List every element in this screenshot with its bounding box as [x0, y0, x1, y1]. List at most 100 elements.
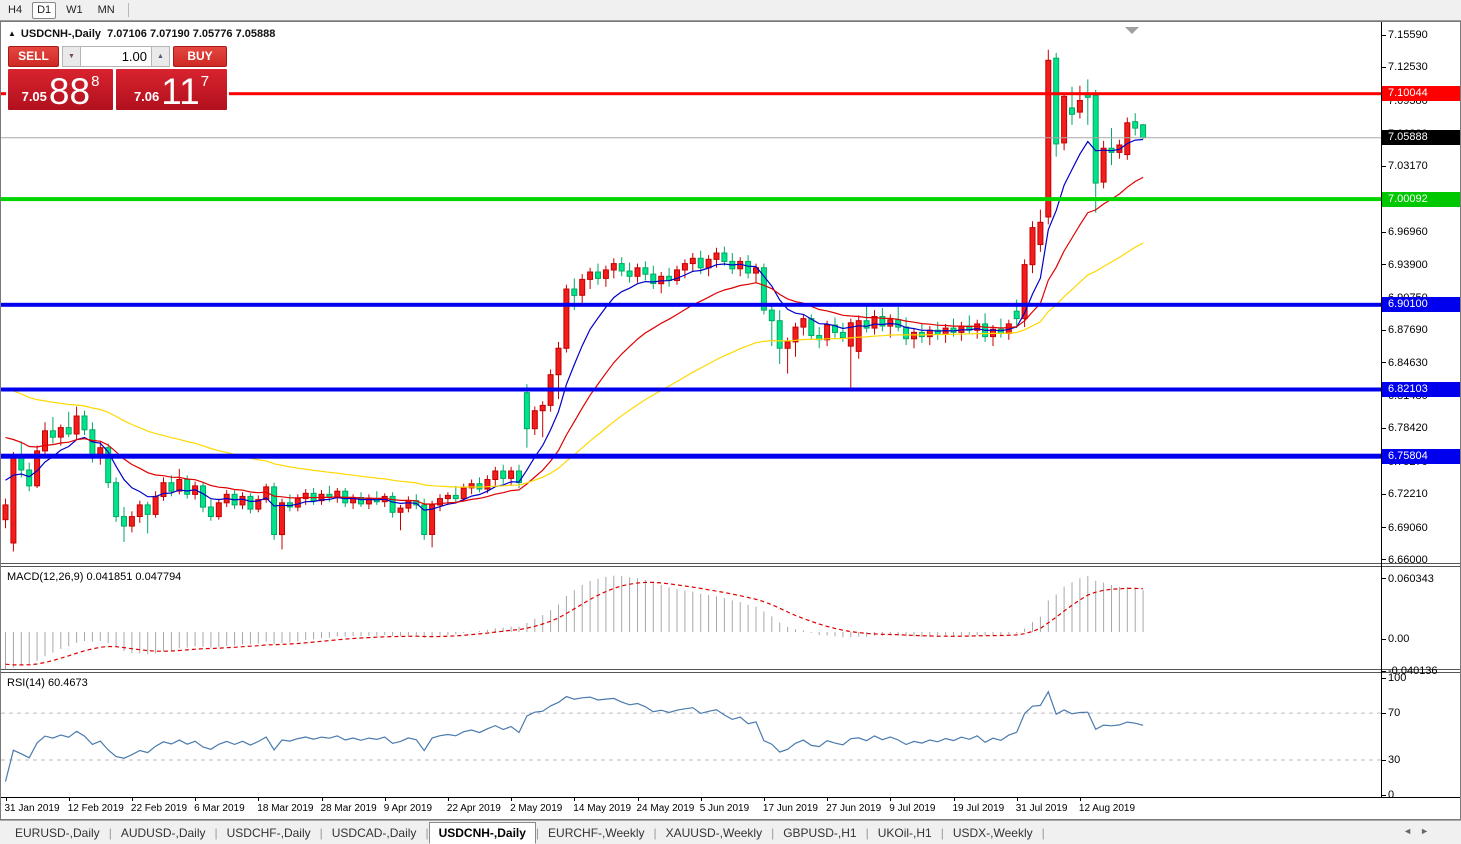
tab-gbpusd-h1[interactable]: GBPUSD-,H1 — [783, 826, 857, 840]
macd-tick-mark — [1382, 638, 1386, 640]
macd-indicator-label: MACD(12,26,9) 0.041851 0.047794 — [7, 571, 182, 583]
time-tick-mark — [447, 798, 449, 801]
timeframe-button-w1[interactable]: W1 — [61, 2, 88, 19]
volume-decrease-icon[interactable]: ▼ — [62, 46, 81, 67]
tab-scroll-right-icon[interactable]: ► — [1420, 826, 1437, 836]
price-tick-label: 6.87690 — [1388, 324, 1428, 337]
price-tick-mark — [1382, 427, 1386, 429]
time-axis-border — [1, 797, 1460, 798]
tab-separator: | — [653, 826, 657, 840]
time-tick-mark — [131, 798, 133, 801]
price-pane-canvas[interactable] — [1, 24, 1381, 563]
time-tick-mark — [953, 798, 955, 801]
sell-button[interactable]: SELL — [8, 46, 59, 67]
time-tick-mark — [1079, 798, 1081, 801]
price-tick-label: 7.03170 — [1388, 160, 1428, 173]
tab-separator: | — [425, 826, 429, 840]
rsi-indicator-label: RSI(14) 60.4673 — [7, 677, 88, 689]
date-label: 24 May 2019 — [636, 803, 695, 814]
tab-ukoil-h1[interactable]: UKOil-,H1 — [877, 826, 932, 840]
price-line-badge: 6.75804 — [1382, 448, 1460, 464]
volume-increase-icon[interactable]: ▲ — [151, 46, 170, 67]
time-tick-mark — [763, 798, 765, 801]
volume-input[interactable] — [81, 46, 151, 67]
date-label: 9 Apr 2019 — [383, 803, 433, 814]
date-label: 27 Jun 2019 — [826, 803, 882, 814]
rsi-tick-label: 100 — [1388, 672, 1407, 684]
pane-splitter-macd[interactable] — [1, 563, 1460, 567]
time-tick-mark — [511, 798, 513, 801]
date-label: 12 Feb 2019 — [67, 803, 124, 814]
date-label: 31 Jul 2019 — [1015, 803, 1068, 814]
tab-separator: | — [214, 826, 218, 840]
pane-splitter-rsi[interactable] — [1, 669, 1460, 673]
tab-eurusd-daily[interactable]: EURUSD-,Daily — [15, 826, 100, 840]
price-tick-mark — [1382, 34, 1386, 36]
rsi-pane-canvas — [1, 690, 1381, 782]
time-tick-mark — [5, 798, 7, 801]
time-tick-mark — [384, 798, 386, 801]
tab-usdcad-daily[interactable]: USDCAD-,Daily — [331, 826, 417, 840]
date-label: 14 May 2019 — [573, 803, 632, 814]
timeframe-button-h4[interactable]: H4 — [3, 2, 28, 19]
tab-audusd-daily[interactable]: AUDUSD-,Daily — [120, 826, 206, 840]
rsi-tick-label: 0 — [1388, 789, 1395, 801]
macd-pane-canvas — [5, 575, 1144, 669]
price-tick-label: 7.12530 — [1388, 61, 1428, 74]
price-tick-label: 6.93900 — [1388, 258, 1428, 271]
time-tick-mark — [321, 798, 323, 801]
tab-scroll-left-icon[interactable]: ◄ — [1403, 826, 1421, 836]
tab-separator: | — [1041, 826, 1045, 840]
price-tick-label: 6.72210 — [1388, 488, 1428, 501]
macd-tick-label: -0.040136 — [1388, 665, 1438, 677]
date-label: 6 Mar 2019 — [194, 803, 245, 814]
timeframe-button-d1[interactable]: D1 — [32, 2, 57, 19]
date-label: 2 May 2019 — [510, 803, 563, 814]
time-tick-mark — [258, 798, 260, 801]
price-line-badge: 6.82103 — [1382, 381, 1460, 397]
price-axis-border — [1381, 22, 1382, 797]
price-tick-label: 6.84630 — [1388, 356, 1428, 369]
time-tick-mark — [700, 798, 702, 801]
price-tick-label: 6.78420 — [1388, 422, 1428, 435]
tab-usdx-weekly[interactable]: USDX-,Weekly — [952, 826, 1033, 840]
price-tick-mark — [1382, 527, 1386, 529]
buy-price-panel[interactable]: 7.06 11 7 — [116, 69, 227, 110]
date-label: 12 Aug 2019 — [1078, 803, 1136, 814]
chart-title: ▲ USDCNH-,Daily 7.07106 7.07190 7.05776 7… — [8, 28, 275, 40]
sell-price-big: 88 — [48, 71, 91, 112]
tab-usdchf-daily[interactable]: USDCHF-,Daily — [226, 826, 311, 840]
buy-price-prefix: 7.06 — [133, 89, 160, 104]
date-label: 19 Jul 2019 — [952, 803, 1005, 814]
buy-price-big: 11 — [161, 71, 200, 112]
time-tick-mark — [574, 798, 576, 801]
sell-price-panel[interactable]: 7.05 88 8 — [8, 69, 113, 110]
chart-symbol-period: USDCNH-,Daily — [20, 28, 101, 40]
price-tick-label: 7.15590 — [1388, 29, 1428, 41]
chart-shift-marker-icon — [1125, 27, 1139, 34]
symbol-tab-list: EURUSD-,Daily | AUDUSD-,Daily | USDCHF-,Dail… — [6, 822, 1045, 844]
price-tick-label: 6.69060 — [1388, 521, 1428, 534]
price-tick-label: 6.96960 — [1388, 226, 1428, 239]
tab-scroll-arrows[interactable]: ◄► — [1403, 826, 1437, 836]
tab-usdcnh-daily[interactable]: USDCNH-,Daily — [428, 822, 536, 844]
symbol-tab-bar: EURUSD-,Daily | AUDUSD-,Daily | USDCHF-,Dail… — [0, 820, 1461, 844]
rsi-tick-mark — [1382, 678, 1386, 679]
one-click-toggle-icon[interactable]: ▲ — [8, 29, 16, 38]
timeframe-button-mn[interactable]: MN — [92, 2, 120, 19]
price-line-badge: 7.10044 — [1382, 86, 1460, 102]
time-tick-mark — [827, 798, 829, 801]
price-tick-mark — [1382, 493, 1386, 495]
buy-button[interactable]: BUY — [173, 46, 227, 67]
tab-separator: | — [535, 826, 540, 840]
tab-xauusd-weekly[interactable]: XAUUSD-,Weekly — [665, 826, 763, 840]
rsi-tick-mark — [1382, 713, 1386, 715]
price-tick-mark — [1382, 559, 1386, 561]
tab-eurchf-weekly[interactable]: EURCHF-,Weekly — [548, 826, 645, 840]
sell-price-prefix: 7.05 — [21, 89, 47, 104]
macd-tick-mark — [1382, 670, 1386, 672]
rsi-tick-label: 70 — [1388, 707, 1401, 720]
date-label: 9 Jul 2019 — [889, 803, 936, 814]
rsi-tick-mark — [1382, 759, 1386, 761]
